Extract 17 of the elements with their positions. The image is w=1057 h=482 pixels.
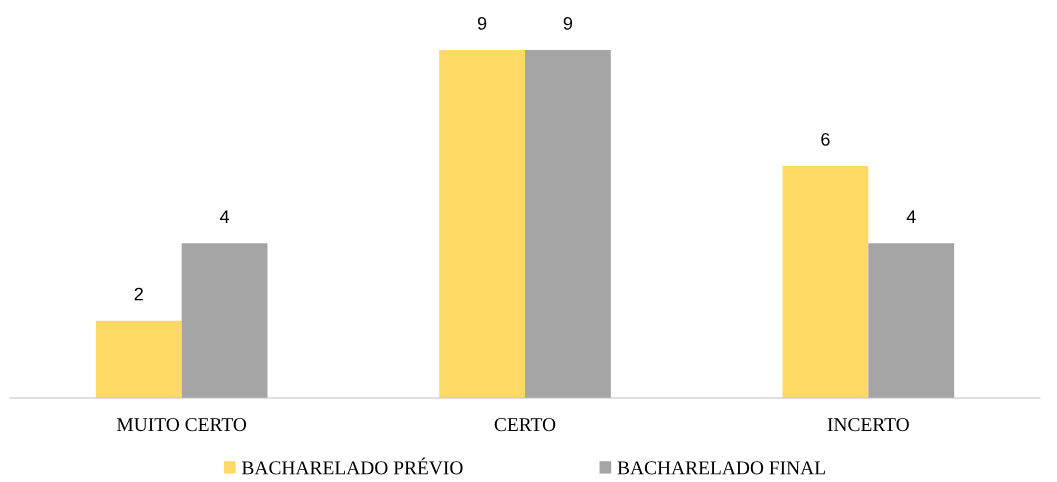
x-tick-label: MUITO CERTO (116, 418, 247, 432)
bar (439, 50, 525, 398)
data-label: 9 (563, 16, 573, 30)
data-label: 6 (821, 132, 830, 146)
x-tick-label: INCERTO (827, 418, 909, 432)
bar (868, 243, 955, 398)
data-label: 4 (906, 210, 916, 223)
data-label: 2 (134, 287, 143, 301)
bar (525, 50, 611, 398)
data-label: 4 (219, 210, 230, 223)
data-label: 9 (477, 16, 487, 30)
bar (181, 243, 268, 398)
x-tick-label: CERTO (494, 418, 556, 432)
legend-label: BACHARELADO PRÉVIO (241, 457, 463, 475)
legend-label: BACHARELADO FINAL (617, 461, 825, 475)
bar (95, 320, 182, 398)
bar (782, 166, 869, 398)
